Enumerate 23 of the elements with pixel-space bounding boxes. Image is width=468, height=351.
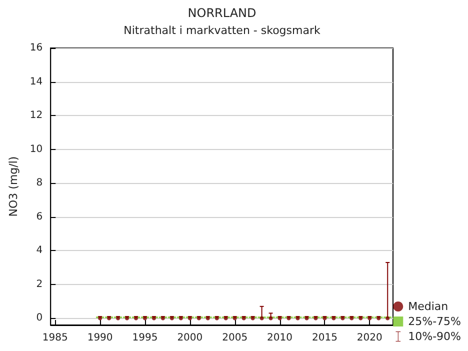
y-axis-title: NO3 (mg/l)	[7, 156, 20, 217]
x-tick-label: 1995	[132, 332, 158, 344]
x-tick-label: 2010	[267, 332, 292, 344]
y-tick-label: 8	[36, 178, 43, 189]
x-tick-label: 2020	[356, 332, 382, 344]
legend-label: Median	[408, 300, 448, 313]
y-tick-label: 4	[36, 245, 43, 256]
y-tick-label: 0	[36, 312, 43, 324]
chart-title: NORRLAND	[188, 6, 256, 20]
legend-label: 25%-75%	[408, 315, 462, 328]
y-tick-label: 10	[30, 144, 43, 155]
y-tick-label: 14	[30, 76, 43, 88]
y-tick-label: 12	[30, 110, 43, 122]
chart-subtitle: Nitrathalt i markvatten - skogsmark	[124, 24, 321, 37]
x-tick-label: 1990	[87, 332, 113, 344]
legend-label: 10%-90%	[408, 330, 462, 343]
x-tick-label: 1985	[42, 332, 68, 344]
x-tick-label: 2015	[312, 332, 338, 344]
y-tick-label: 16	[30, 42, 43, 54]
x-tick-label: 2000	[177, 332, 203, 344]
x-tick-label: 2005	[222, 332, 248, 344]
y-tick-label: 6	[36, 211, 43, 222]
y-tick-label: 2	[36, 278, 43, 290]
